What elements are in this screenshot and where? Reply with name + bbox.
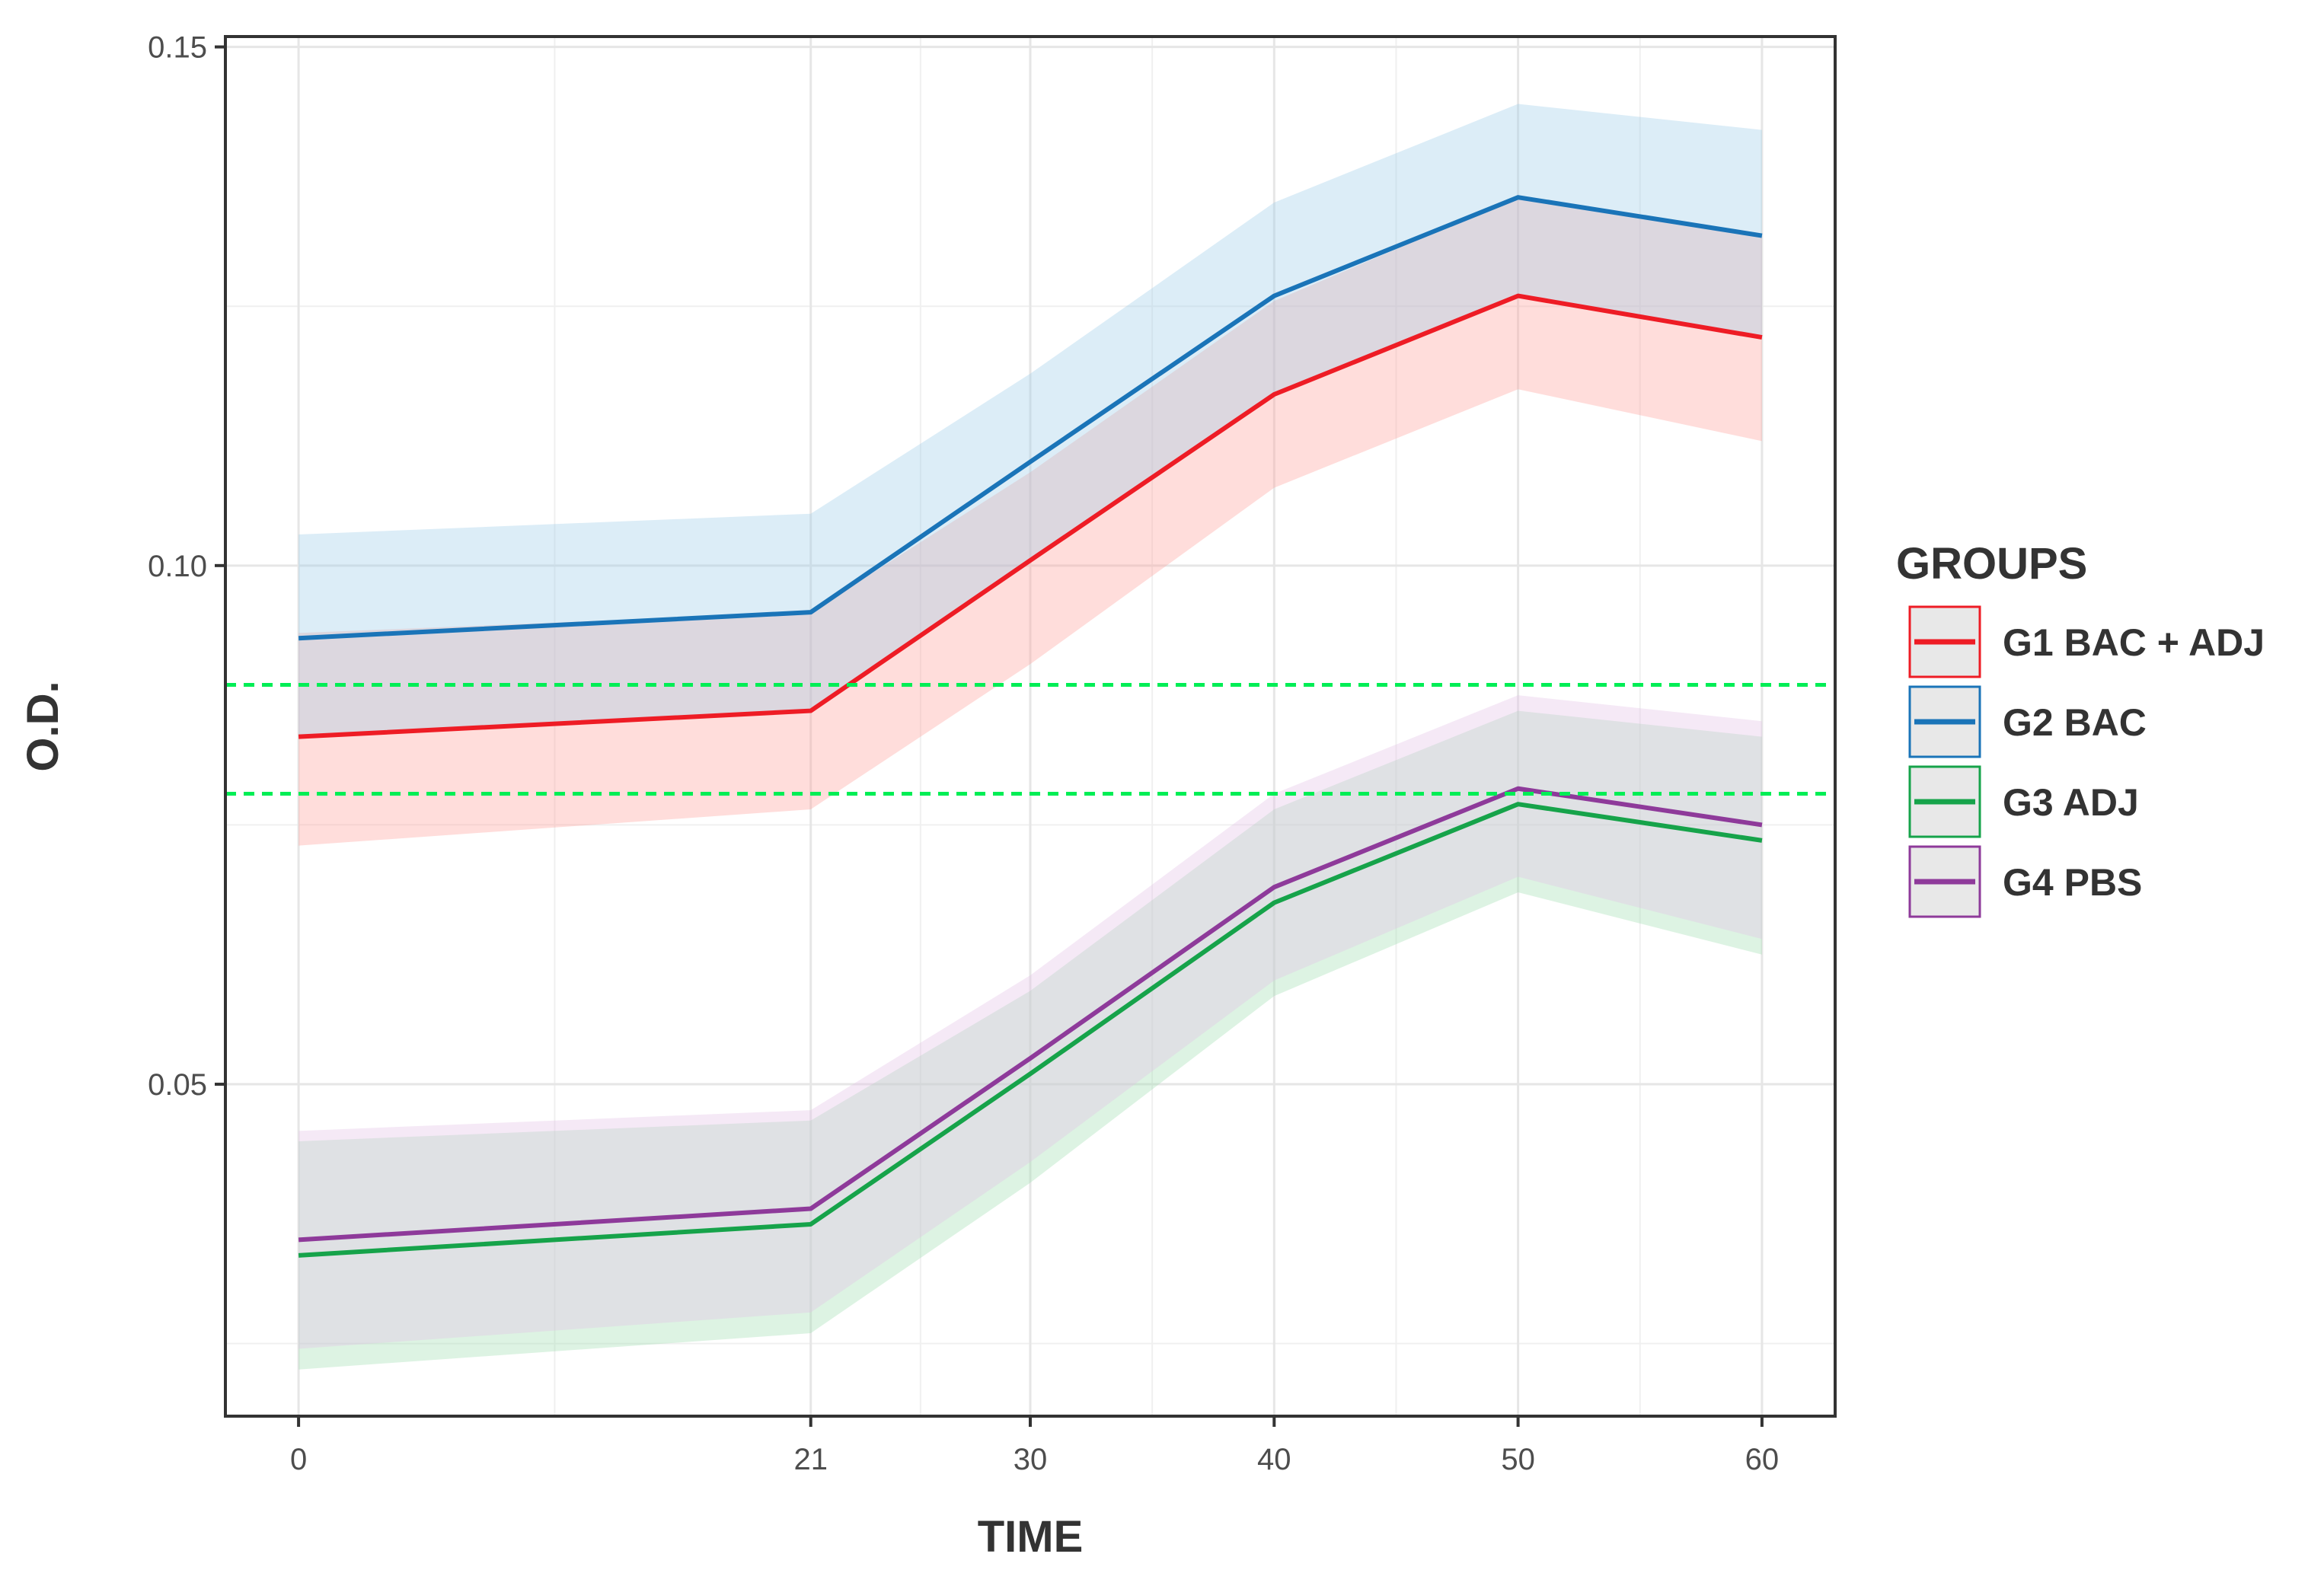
grid bbox=[225, 37, 1835, 1416]
y-tick-label: 0.10 bbox=[148, 550, 207, 583]
confidence-bands bbox=[298, 104, 1762, 1370]
y-tick-label: 0.05 bbox=[148, 1068, 207, 1102]
legend-label-g1-bac-adj: G1 BAC + ADJ bbox=[2003, 621, 2265, 664]
legend-label-g4-pbs: G4 PBS bbox=[2003, 861, 2142, 904]
series-line-g4-pbs bbox=[298, 786, 1763, 1243]
band-g2-bac bbox=[298, 104, 1762, 737]
x-tick-label: 0 bbox=[290, 1443, 307, 1476]
y-axis-title: O.D. bbox=[18, 681, 68, 771]
legend-label-g2-bac: G2 BAC bbox=[2003, 701, 2147, 744]
x-tick-label: 60 bbox=[1745, 1443, 1780, 1476]
band-g4-pbs bbox=[298, 695, 1762, 1349]
x-tick-label: 40 bbox=[1257, 1443, 1291, 1476]
x-tick-label: 50 bbox=[1501, 1443, 1535, 1476]
series-line-g3-adj bbox=[298, 802, 1763, 1258]
y-tick-label: 0.15 bbox=[148, 31, 207, 65]
axes: 0 21 30 40 50 60 0.05 0.10 0.15 bbox=[148, 31, 1779, 1476]
reference-lines bbox=[225, 683, 1835, 796]
series-lines bbox=[298, 195, 1763, 1258]
x-tick-label: 30 bbox=[1014, 1443, 1048, 1476]
band-g3-adj bbox=[298, 710, 1762, 1370]
legend-title: GROUPS bbox=[1896, 539, 2087, 589]
legend: GROUPS G1 BAC + ADJ G2 BAC G3 ADJ G4 PBS bbox=[1896, 539, 2265, 918]
series-line-g2-bac bbox=[298, 195, 1763, 641]
legend-label-g3-adj: G3 ADJ bbox=[2003, 781, 2139, 824]
x-axis-title: TIME bbox=[978, 1512, 1084, 1562]
series-line-g1-bac-adj bbox=[298, 293, 1763, 739]
x-tick-label: 21 bbox=[793, 1443, 828, 1476]
